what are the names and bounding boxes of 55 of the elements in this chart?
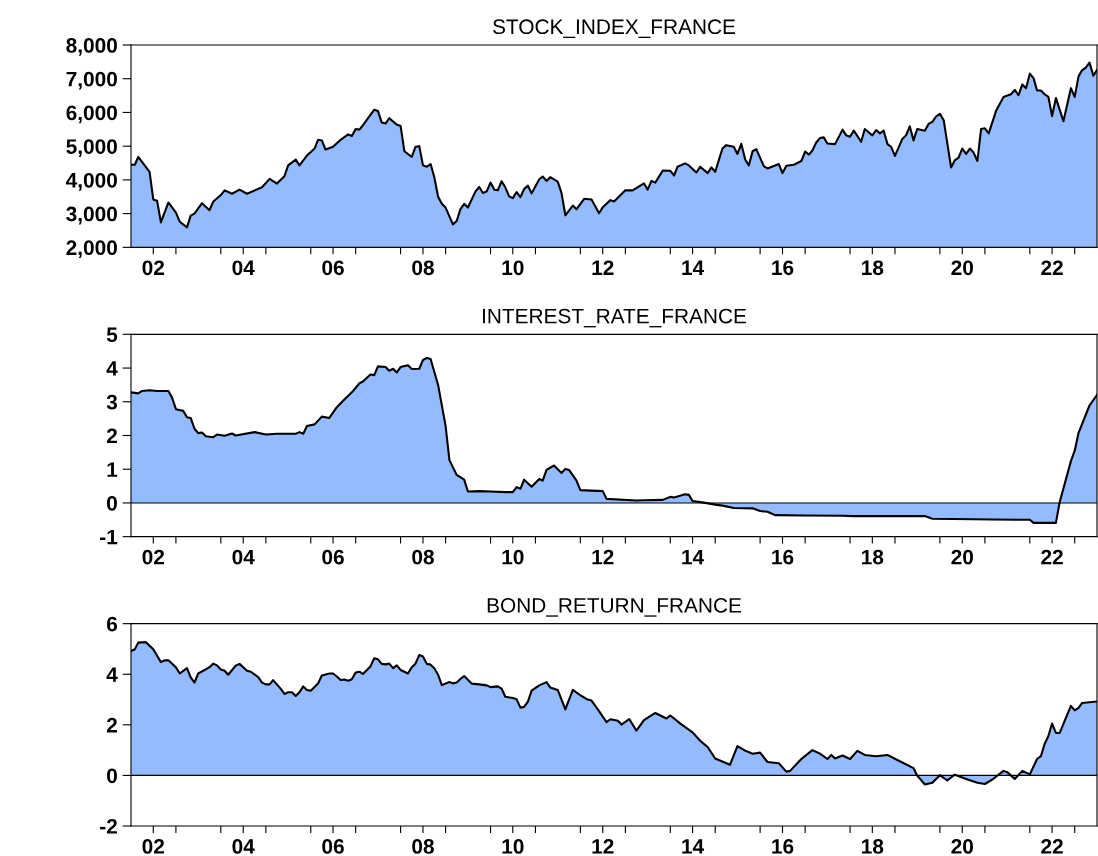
chart-title: BOND_RETURN_FRANCE (487, 598, 742, 617)
x-tick-label: 04 (232, 260, 255, 276)
x-tick-label: 06 (322, 549, 344, 565)
x-tick-label: 02 (142, 549, 165, 565)
y-tick-label: 7,000 (66, 71, 117, 90)
x-tick-label: 16 (772, 260, 794, 276)
x-tick-label: 12 (592, 549, 614, 565)
x-tick-label: 10 (502, 549, 524, 565)
x-tick-label: 16 (772, 839, 794, 854)
y-tick-label: 4 (106, 667, 118, 682)
x-tick-label: 02 (142, 839, 165, 854)
x-tick-label: 20 (951, 549, 973, 565)
y-tick-label: 3 (106, 394, 118, 410)
x-tick-label: 20 (951, 260, 973, 276)
x-tick-label: 18 (862, 260, 884, 276)
y-tick-label: 2,000 (66, 240, 117, 259)
x-tick-label: 18 (862, 839, 884, 854)
y-tick-label: 2 (106, 428, 117, 444)
y-tick-label: 6,000 (66, 105, 117, 124)
chart-title: INTEREST_RATE_FRANCE (482, 308, 747, 328)
x-tick-label: 22 (1041, 839, 1063, 854)
y-tick-label: 6 (106, 616, 118, 632)
y-tick-label: 1 (107, 462, 118, 477)
y-tick-label: 4 (106, 361, 118, 376)
y-tick-label: -1 (100, 529, 118, 545)
y-tick-label: 0 (107, 768, 117, 784)
x-tick-label: 08 (412, 839, 434, 854)
y-tick-label: 5,000 (66, 139, 117, 157)
x-tick-label: 22 (1041, 260, 1063, 275)
y-tick-label: -2 (100, 819, 117, 834)
x-tick-label: 12 (592, 260, 614, 275)
y-tick-label: 4,000 (65, 172, 117, 191)
y-tick-label: 8,000 (66, 38, 117, 56)
x-tick-label: 22 (1041, 549, 1063, 565)
x-tick-label: 16 (772, 549, 794, 565)
x-tick-label: 08 (412, 549, 434, 565)
x-tick-label: 20 (951, 839, 973, 854)
x-tick-label: 06 (322, 839, 344, 854)
y-tick-label: 5 (106, 327, 118, 343)
x-tick-label: 10 (502, 260, 524, 276)
x-tick-label: 14 (682, 260, 705, 275)
x-tick-label: 12 (592, 839, 614, 854)
y-tick-label: 0 (107, 495, 117, 511)
x-tick-label: 14 (682, 839, 705, 854)
x-tick-label: 02 (142, 260, 165, 276)
chart-title: STOCK_INDEX_FRANCE (493, 19, 736, 39)
y-tick-label: 2 (106, 717, 117, 733)
x-tick-label: 06 (322, 260, 344, 276)
x-tick-label: 08 (412, 260, 434, 276)
x-tick-label: 18 (862, 549, 884, 565)
x-tick-label: 10 (502, 839, 524, 854)
y-tick-label: 3,000 (66, 206, 117, 225)
x-tick-label: 04 (232, 839, 255, 854)
x-tick-label: 04 (232, 549, 255, 565)
x-tick-label: 14 (682, 549, 705, 565)
